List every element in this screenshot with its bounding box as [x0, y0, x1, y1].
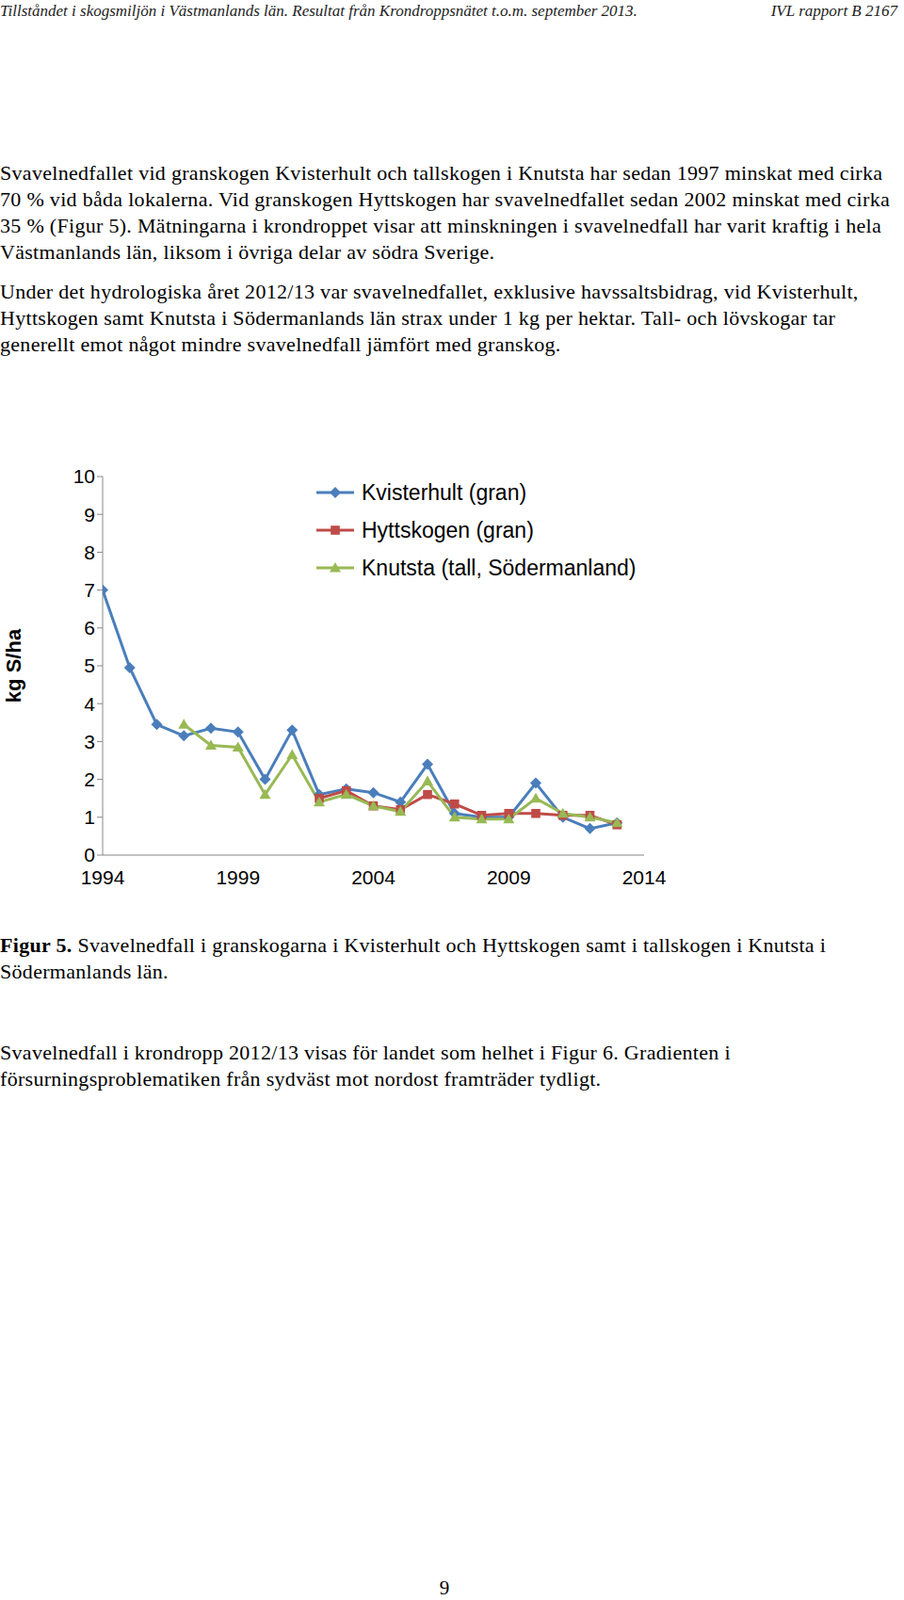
svg-text:9: 9 — [83, 503, 96, 526]
svg-text:2004: 2004 — [351, 866, 396, 888]
svg-text:0: 0 — [83, 843, 96, 866]
html-text:9: 9 — [439, 1576, 450, 1599]
svg-text:4: 4 — [83, 693, 96, 715]
svg-text:1: 1 — [83, 806, 96, 828]
svg-text:5: 5 — [83, 654, 96, 677]
svg-text:2: 2 — [83, 768, 96, 791]
svg-text:7: 7 — [83, 579, 96, 601]
html-text:Svavelnedfallet vid granskogen: Svavelnedfallet vid granskogen Kvisterhu… — [0, 161, 890, 264]
html-text:Figur 5. Svavelnedfall i grans: Figur 5. Svavelnedfall i granskogarna i … — [0, 933, 826, 984]
html-text:IVL rapport B 2167: IVL rapport B 2167 — [770, 1, 898, 20]
html-text:Knutsta (tall, Södermanland): Knutsta (tall, Södermanland) — [361, 555, 637, 580]
svg-text:2014: 2014 — [622, 866, 667, 888]
svg-text:kg S/ha: kg S/ha — [7, 628, 26, 703]
svg-text:10: 10 — [73, 465, 96, 487]
svg-text:1999: 1999 — [215, 866, 260, 888]
svg-text:8: 8 — [83, 541, 96, 564]
svg-text:6: 6 — [83, 616, 96, 639]
html-text:Under det hydrologiska året 20: Under det hydrologiska året 2012/13 var … — [0, 279, 859, 356]
svg-text:2009: 2009 — [486, 866, 532, 888]
html-text:Svavelnedfall i krondropp 2012: Svavelnedfall i krondropp 2012/13 visas … — [0, 1040, 731, 1091]
html-text:Tillståndet i skogsmiljön i Vä: Tillståndet i skogsmiljön i Västmanlands… — [0, 1, 638, 20]
html-text:Kvisterhult (gran): Kvisterhult (gran) — [361, 479, 527, 505]
html-text:Hyttskogen (gran): Hyttskogen (gran) — [361, 517, 534, 542]
svg-text:1994: 1994 — [80, 866, 126, 888]
svg-text:3: 3 — [83, 730, 96, 753]
